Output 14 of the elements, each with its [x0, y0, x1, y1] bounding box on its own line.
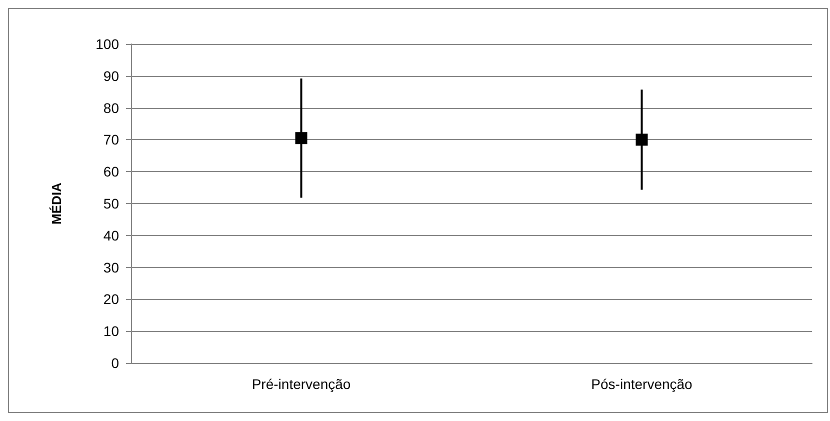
- y-tick-label: 60: [103, 164, 120, 180]
- y-tick-label: 90: [103, 68, 120, 84]
- x-tick-label: Pré-intervenção: [252, 376, 351, 392]
- y-tick-label: 20: [103, 291, 120, 308]
- x-tick-label: Pós-intervenção: [591, 376, 693, 392]
- y-tick-label: 40: [103, 227, 120, 244]
- y-tick-label: 0: [111, 355, 120, 371]
- y-tick-label: 30: [103, 259, 120, 276]
- y-tick-label: 70: [103, 132, 120, 148]
- y-tick-label: 50: [103, 196, 120, 212]
- y-tick-label: 80: [103, 100, 120, 116]
- y-axis-title: MÉDIA: [49, 182, 64, 224]
- y-tick-label: 100: [96, 36, 120, 52]
- y-tick-label: 10: [103, 323, 120, 340]
